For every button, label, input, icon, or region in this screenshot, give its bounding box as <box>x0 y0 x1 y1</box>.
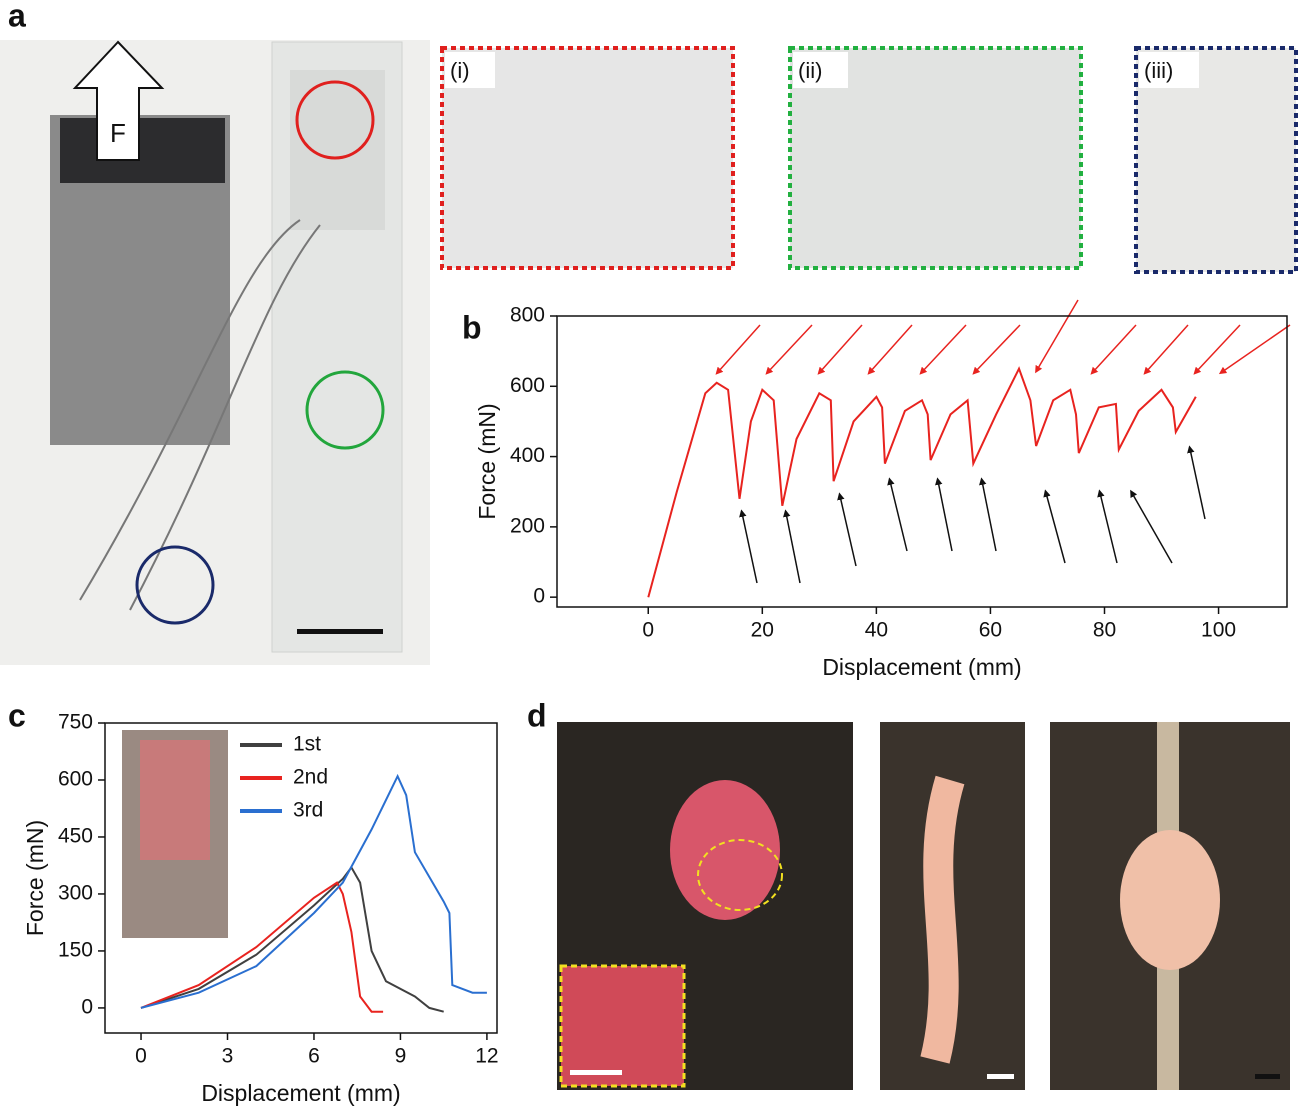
legend-label: 2nd <box>293 766 328 789</box>
inset-label: (i) <box>450 58 470 83</box>
y-tick-label: 450 <box>58 825 93 848</box>
x-axis-title: Displacement (mm) <box>201 1080 400 1106</box>
x-tick-label: 0 <box>135 1045 147 1068</box>
zoom-inset <box>561 966 684 1086</box>
tissue <box>670 780 780 920</box>
panel-label: d <box>527 697 547 733</box>
legend-label: 3rd <box>293 799 323 822</box>
black-arrow <box>840 496 856 566</box>
clamp <box>60 118 225 183</box>
x-tick-label: 0 <box>642 619 654 642</box>
x-tick-label: 9 <box>395 1045 407 1068</box>
y-tick-label: 0 <box>81 995 93 1018</box>
inset-label: (iii) <box>1144 58 1173 83</box>
panel-label: c <box>8 697 26 733</box>
x-tick-label: 40 <box>865 619 888 642</box>
black-arrow <box>982 481 996 551</box>
y-tick-label: 750 <box>58 711 93 734</box>
black-arrow <box>786 513 800 583</box>
x-tick-label: 100 <box>1201 619 1236 642</box>
black-arrow <box>890 481 907 551</box>
tissue <box>140 740 210 860</box>
x-tick-label: 12 <box>475 1045 498 1068</box>
scale-bar <box>570 1070 622 1075</box>
red-arrow <box>1146 325 1188 372</box>
panel-label: b <box>462 309 482 345</box>
x-tick-label: 3 <box>222 1045 234 1068</box>
inset-label: (ii) <box>798 58 822 83</box>
force-label: F <box>110 118 126 148</box>
red-arrow <box>922 325 966 372</box>
red-arrow <box>1222 325 1290 372</box>
red-arrow <box>718 325 760 372</box>
scale-bar <box>987 1074 1014 1079</box>
plot-frame <box>557 316 1287 607</box>
x-tick-label: 60 <box>979 619 1002 642</box>
figure: F (i) (ii) (iii) a b c d 020406080100020… <box>0 0 1298 1107</box>
y-axis-title: Force (mN) <box>474 403 500 519</box>
y-tick-label: 400 <box>510 444 545 467</box>
y-axis-title: Force (mN) <box>22 820 48 936</box>
legend-label: 1st <box>293 733 321 756</box>
black-arrow <box>1046 493 1065 563</box>
red-arrow <box>820 325 862 372</box>
y-tick-label: 600 <box>58 768 93 791</box>
black-arrow <box>938 481 952 551</box>
black-arrow <box>742 513 757 583</box>
data-line <box>648 369 1196 598</box>
red-arrow <box>870 325 912 372</box>
x-tick-label: 80 <box>1093 619 1116 642</box>
x-axis-title: Displacement (mm) <box>822 654 1021 680</box>
black-arrow <box>1100 493 1117 563</box>
tissue <box>935 780 950 1060</box>
tissue <box>1120 830 1220 970</box>
red-arrow <box>975 325 1020 372</box>
x-tick-label: 6 <box>308 1045 320 1068</box>
x-tick-label: 20 <box>751 619 774 642</box>
y-tick-label: 0 <box>533 585 545 608</box>
y-tick-label: 300 <box>58 882 93 905</box>
red-arrow <box>1093 325 1136 372</box>
scale-bar <box>297 629 383 634</box>
red-arrow <box>1037 300 1078 370</box>
annotation-arrows <box>718 300 1290 583</box>
scale-bar <box>1255 1074 1280 1079</box>
y-tick-label: 600 <box>510 374 545 397</box>
pattern <box>290 70 385 230</box>
y-tick-label: 150 <box>58 938 93 961</box>
black-arrow <box>1190 449 1205 519</box>
y-tick-label: 800 <box>510 304 545 327</box>
panel-label: a <box>8 0 26 33</box>
y-tick-label: 200 <box>510 514 545 537</box>
red-arrow <box>768 325 812 372</box>
black-arrow <box>1132 493 1172 563</box>
